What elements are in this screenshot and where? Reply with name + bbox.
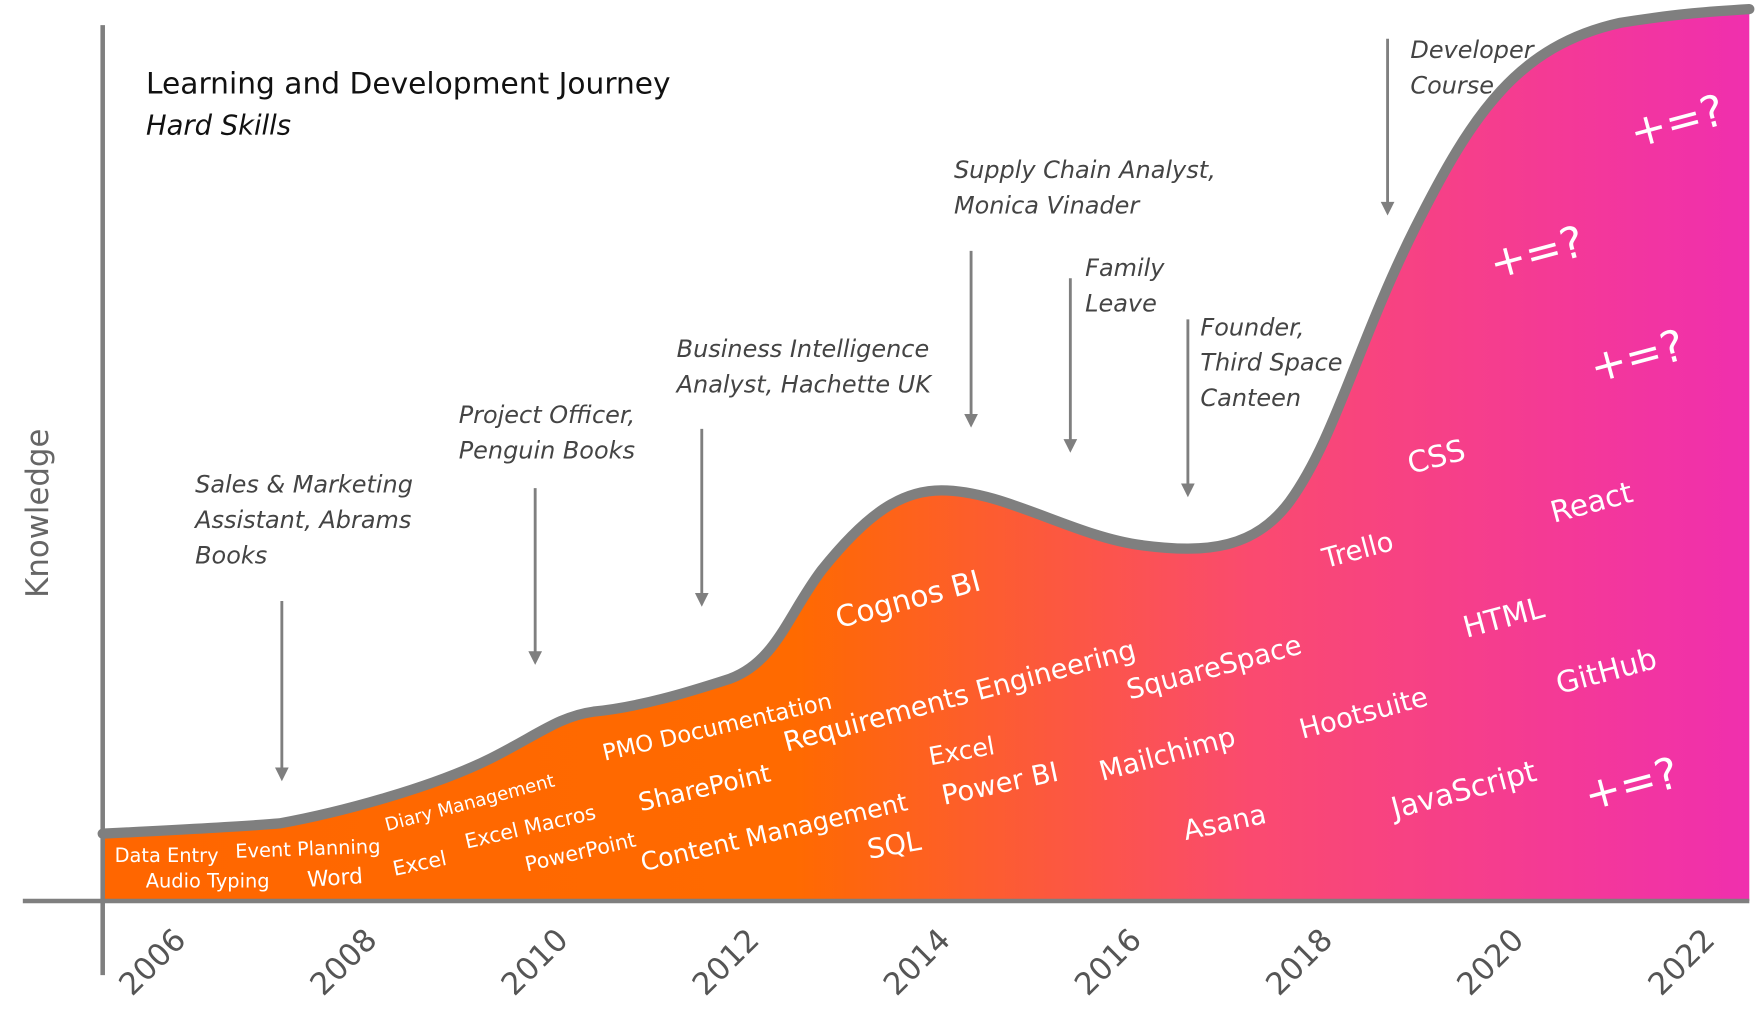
milestone-arrowhead — [528, 651, 543, 665]
year-label: 2014 — [877, 922, 958, 1003]
knowledge-area — [102, 9, 1750, 901]
milestone-label: Project Officer, — [459, 401, 635, 429]
milestone-label: Sales & Marketing — [195, 471, 413, 499]
skill-label: Word — [306, 864, 363, 893]
year-label: 2020 — [1450, 922, 1531, 1003]
skill-label: Event Planning — [235, 835, 381, 863]
milestone-label: Assistant, Abrams — [193, 506, 411, 534]
milestone-arrowhead — [1380, 201, 1395, 216]
skill-label: Audio Typing — [146, 869, 270, 892]
milestone-arrowhead — [275, 767, 289, 782]
year-label: 2018 — [1259, 922, 1340, 1003]
y-axis-label: Knowledge — [20, 429, 56, 598]
milestone-label: Canteen — [1200, 384, 1301, 412]
milestone-arrowhead — [1181, 483, 1195, 498]
year-label: 2008 — [303, 922, 384, 1003]
milestone-arrowhead — [964, 413, 978, 428]
milestone-label: Course — [1410, 72, 1494, 100]
milestone-label: Business Intelligence — [677, 335, 930, 363]
year-label: 2012 — [686, 922, 767, 1003]
title: Learning and Development Journey — [146, 66, 671, 101]
milestone-arrowhead — [1063, 439, 1078, 453]
skill-label: Data Entry — [115, 844, 219, 867]
year-label: 2006 — [112, 922, 193, 1003]
milestone-label: Third Space — [1200, 349, 1342, 377]
knowledge-curve — [97, 3, 1755, 839]
milestone-label: Penguin Books — [459, 436, 635, 464]
milestone-label: Leave — [1085, 289, 1157, 317]
milestone-label: Supply Chain Analyst, — [954, 156, 1216, 184]
milestone-label: Books — [195, 541, 267, 569]
milestone-label: Analyst, Hachette UK — [675, 370, 934, 398]
subtitle: Hard Skills — [146, 111, 291, 142]
milestone-label: Family — [1085, 254, 1165, 282]
milestone-label: Developer — [1410, 36, 1535, 64]
year-label: 2016 — [1068, 922, 1149, 1003]
milestone-label: Founder, — [1200, 313, 1304, 341]
milestone-label: Monica Vinader — [954, 191, 1141, 219]
year-label: 2010 — [494, 922, 575, 1003]
milestone-arrowhead — [694, 593, 709, 607]
year-label: 2022 — [1641, 922, 1722, 1003]
